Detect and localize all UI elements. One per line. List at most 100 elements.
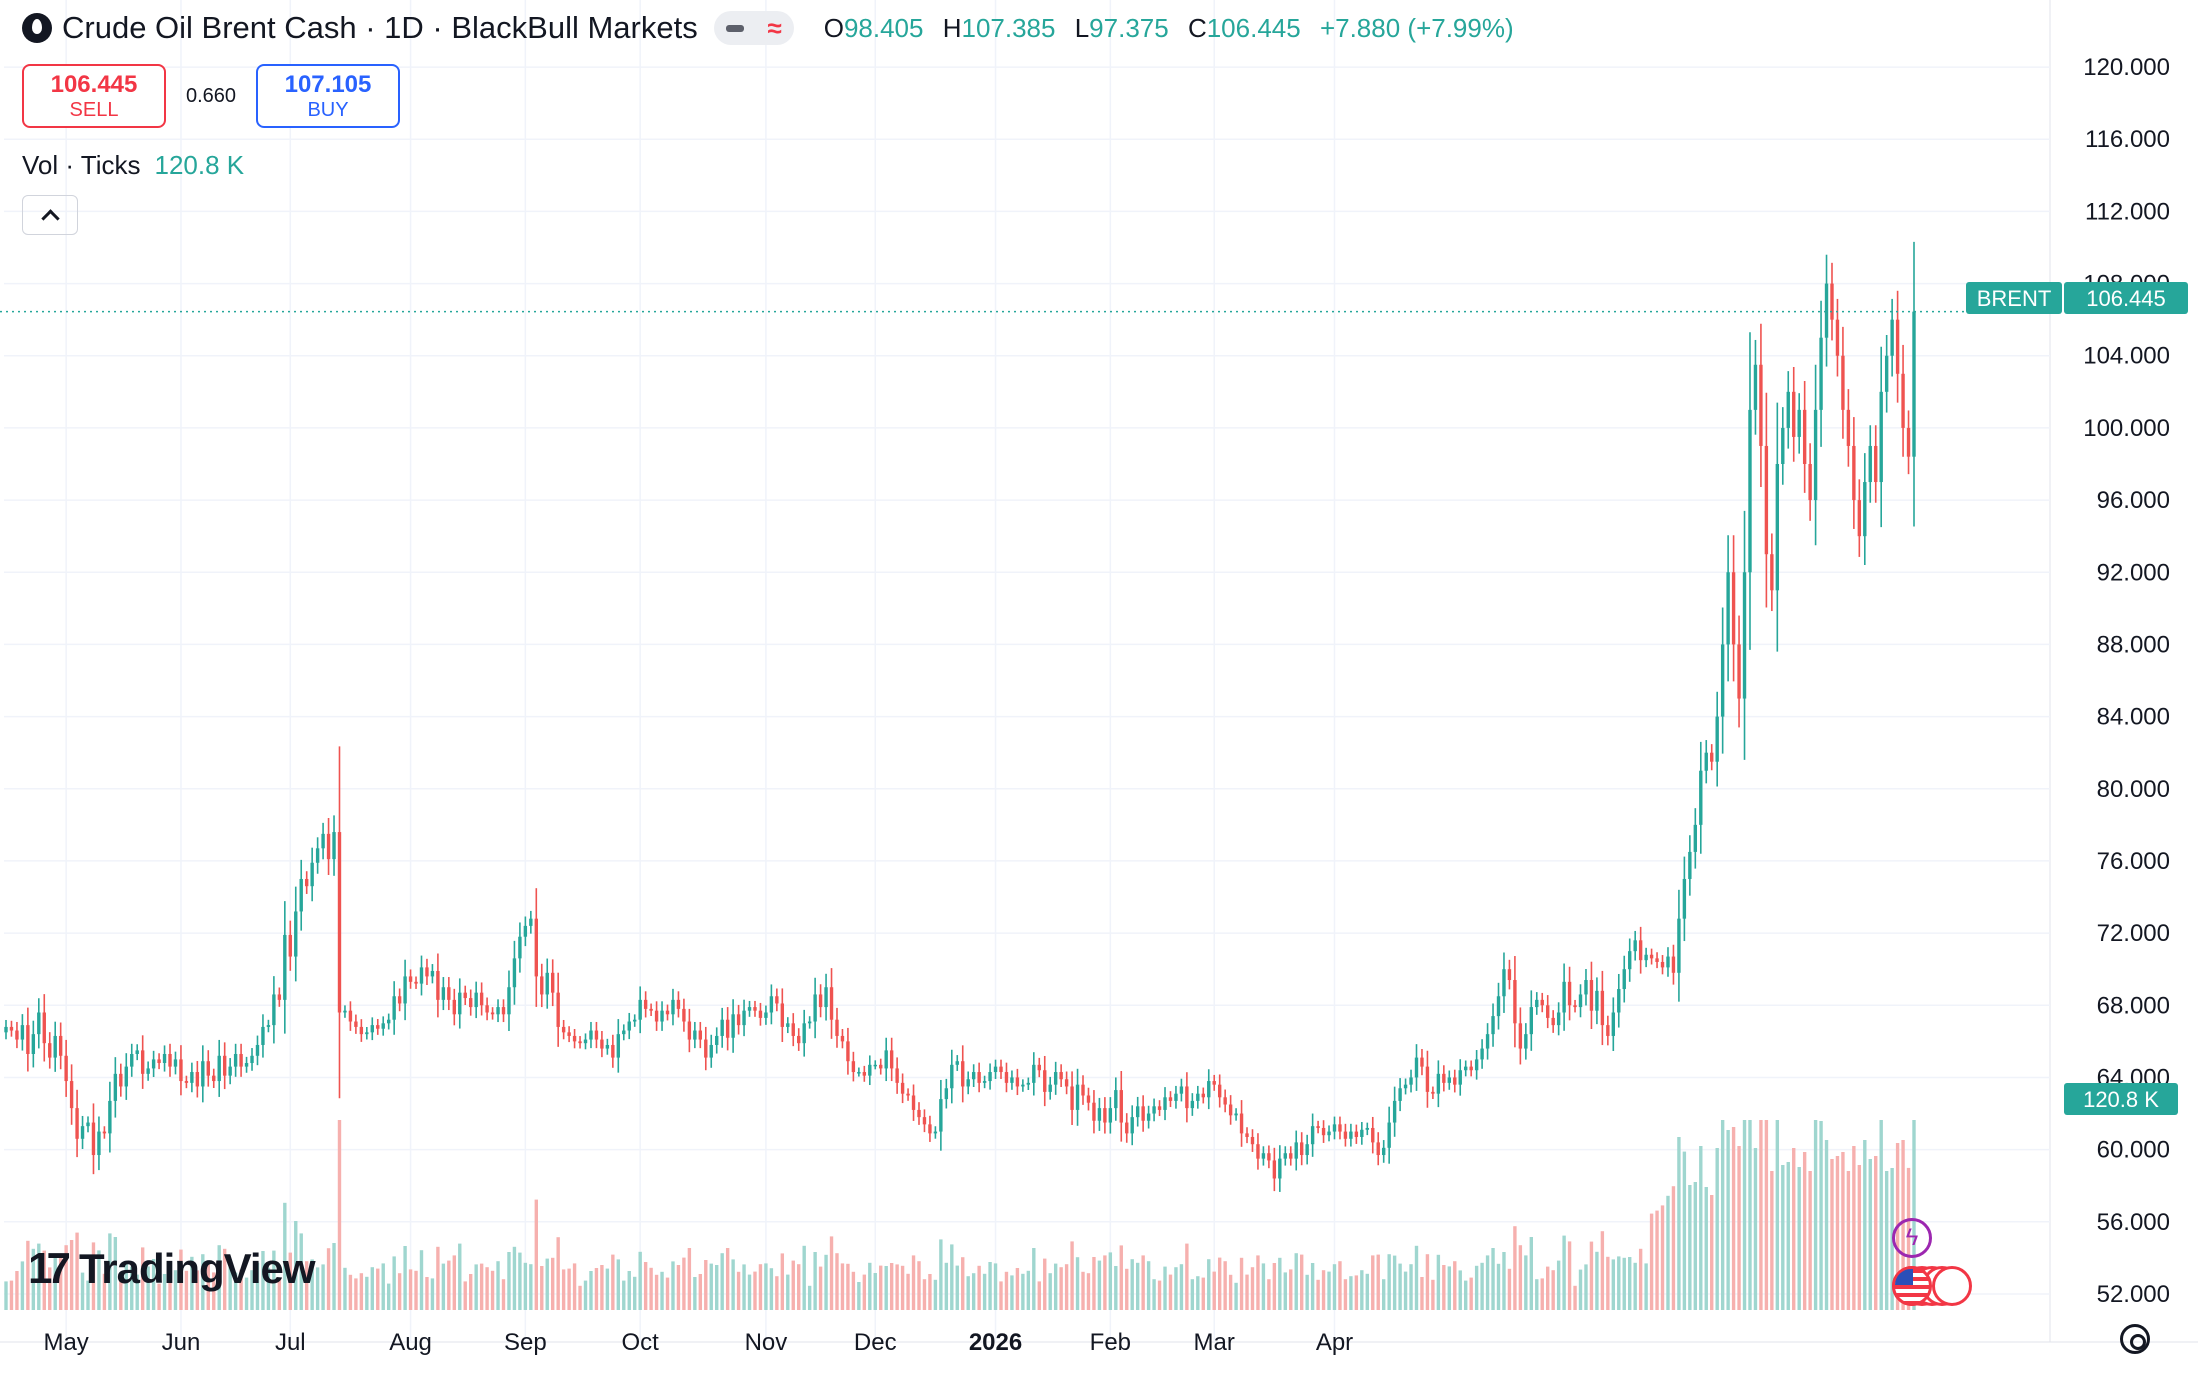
volume-bar [261,1251,265,1310]
candle-body [392,996,396,1020]
candle-body [971,1072,976,1080]
candlesticks [4,241,1916,1192]
volume-bar [1507,1268,1512,1310]
volume-bar [485,1267,489,1310]
candle-body [261,1026,265,1045]
price-tick-label: 92.000 [2097,559,2170,586]
chart-legend: Crude Oil Brent Cash · 1D · BlackBull Ma… [22,10,1514,46]
candle-body [649,1008,653,1011]
candle-body [1125,1122,1129,1134]
candle-body [1371,1127,1375,1143]
volume-bar [425,1277,429,1310]
volume-bar [397,1273,402,1310]
candle-body [682,1008,686,1022]
candle-body [589,1030,593,1040]
volume-bar [955,1265,959,1310]
candle-body [1327,1131,1331,1136]
volume-legend[interactable]: Vol · Ticks 120.8 K [22,150,244,181]
volume-bar [447,1260,451,1310]
candle-body [1546,1005,1550,1018]
volume-bar [622,1280,626,1310]
time-tick-label: Aug [389,1329,432,1356]
volume-bar [343,1267,347,1310]
tradingview-logo[interactable]: 17 TradingView [28,1244,316,1294]
price-tick-label: 52.000 [2097,1281,2170,1308]
volume-bar [1425,1254,1430,1310]
volume-bar [392,1256,396,1310]
volume-bar [1688,1185,1692,1310]
candle-body [277,994,282,1000]
volume-bar [1305,1274,1309,1310]
volume-bar [1070,1241,1074,1310]
volume-bar [1442,1265,1446,1310]
lightning-icon[interactable]: ϟ [1892,1218,1932,1258]
symbol-title[interactable]: Crude Oil Brent Cash · 1D · BlackBull Ma… [62,10,698,45]
volume-bar [671,1261,675,1310]
settings-icon[interactable] [2120,1324,2150,1354]
candle-body [250,1055,254,1064]
candle-body [370,1025,374,1033]
candle-body [769,996,774,1013]
candle-body [135,1050,139,1054]
candle-body [1529,1007,1534,1035]
candle-body [1857,500,1862,537]
candle-body [1912,311,1916,457]
candle-body [523,925,528,937]
candle-body [1781,427,1785,464]
volume-bar [496,1261,500,1310]
candle-body [1589,980,1594,1011]
volume-bar [463,1281,467,1310]
candle-body [611,1044,615,1058]
legend-toggle[interactable]: ≈ [713,11,794,45]
volume-bar [736,1271,741,1310]
buy-button[interactable]: 107.105 BUY [256,64,400,128]
candle-body [168,1053,172,1067]
volume-bar [69,1240,74,1310]
volume-bar [212,1272,216,1310]
volume-bars [4,1120,1916,1310]
volume-bar [1535,1279,1539,1310]
volume-bar [977,1265,981,1310]
volume-bar [704,1260,708,1310]
candle-body [545,972,549,995]
volume-bar [1316,1279,1320,1310]
candle-body [485,1005,489,1013]
candle-body [1092,1102,1096,1121]
volume-bar [857,1282,861,1310]
volume-bar [1666,1195,1670,1310]
volume-bar [917,1261,921,1310]
candle-body [1223,1097,1227,1105]
volume-bar [1239,1257,1244,1310]
volume-bar [911,1255,916,1310]
us-flag-icon [1892,1266,1932,1306]
candle-body [365,1032,369,1035]
volume-bar [294,1221,298,1310]
candle-body [561,1026,566,1033]
candle-body [1431,1091,1435,1094]
volume-bar [1606,1256,1610,1310]
chevron-up-icon[interactable] [22,195,78,235]
volume-bar [1595,1251,1599,1310]
volume-bar [1720,1120,1725,1310]
economic-events[interactable] [1892,1266,1982,1310]
candle-body [255,1044,260,1056]
candle-body [239,1053,243,1067]
time-tick-label: Jun [162,1329,201,1356]
candle-body [643,999,648,1009]
candle-body [1863,482,1867,537]
candle-body [315,848,320,863]
sell-button[interactable]: 106.445 SELL [22,64,166,128]
approx-icon: ≈ [767,12,782,43]
candle-body [151,1059,156,1069]
volume-bar [807,1285,812,1310]
candle-body [1064,1079,1069,1087]
volume-bar [102,1273,107,1310]
candle-body [1048,1084,1052,1092]
volume-bar [600,1265,604,1310]
volume-bar [91,1242,96,1310]
volume-bar [222,1248,227,1310]
candle-body [704,1039,708,1058]
candle-body [266,1025,271,1027]
candle-body [518,936,522,959]
